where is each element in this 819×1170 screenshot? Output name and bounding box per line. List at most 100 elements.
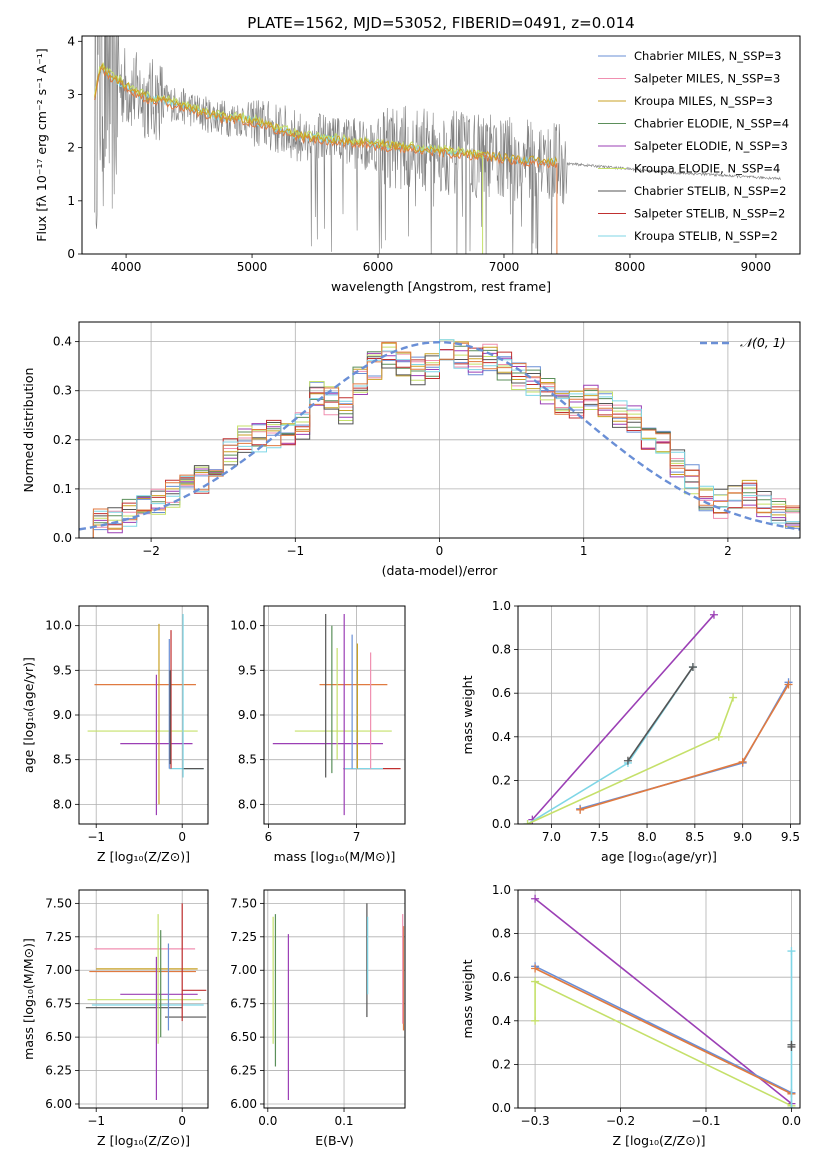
series-point [523,820,532,824]
panel-spectrum: 4000 5000 6000 7000 8000 9000 0 1 2 3 4 wavelength … [34,34,801,294]
y-tick-label: 3 [67,87,75,101]
y-tick-label: 7.00 [230,963,257,977]
axes-frame [78,889,209,1109]
series-line-orange [579,684,790,811]
x-tick-label: 1 [580,544,588,558]
y-tick-label: 0.8 [492,927,511,941]
y-tick-label: 1.0 [492,599,511,613]
series-point [531,894,540,903]
series-line-c0 [534,965,792,1094]
x-axis-label: Z [log₁₀(Z/Z⊙)] [97,1133,190,1148]
axes-frame [78,321,801,539]
series-point [787,1042,796,1051]
legend: 𝒩(0, 1) [700,335,786,350]
y-tick-label: 0.3 [53,384,72,398]
series-line-orange [534,967,792,1095]
y-tick-label: 7.25 [230,930,257,944]
y-tick-label: 9.0 [238,708,257,722]
series-point [623,756,632,765]
y-tick-label: 0 [67,247,75,261]
x-tick-label: 0.0 [258,1114,277,1128]
x-tick-label: −1 [286,544,304,558]
y-tick-label: 7.50 [45,896,72,910]
series-point [688,663,697,672]
x-tick-label: 0.1 [334,1114,353,1128]
axes-frame [517,889,801,1109]
gaussian-curve [79,340,800,531]
x-tick-label: 6000 [363,260,394,274]
plot-area [85,903,207,1100]
y-tick-label: 8.0 [53,797,72,811]
x-tick-label: −0.1 [691,1114,720,1128]
series-point [784,680,793,689]
y-tick-label: 9.0 [53,708,72,722]
axes-frame [78,605,209,825]
y-tick-label: 6.00 [45,1097,72,1111]
x-tick-label: 0 [178,1114,186,1128]
x-tick-label: 8000 [615,260,646,274]
x-tick-label: 9000 [741,260,772,274]
y-axis-label: mass weight [460,675,475,754]
y-tick-label: 8.0 [238,797,257,811]
legend-entry: Kroupa MILES, N_SSP=3 [634,94,773,108]
y-tick-label: 0.6 [492,970,511,984]
y-tick-label: 7.25 [45,930,72,944]
x-tick-label: 7.5 [590,830,609,844]
panel-mass-weight-vs-age: 7.0 7.5 8.0 8.5 9.0 9.5 0.0 0.2 0.4 0.6 0.8 1.0 age … [460,599,801,864]
series-line-c4 [534,898,792,1105]
plot-area [531,894,796,1108]
y-tick-label: 10.0 [45,619,72,633]
series-point [738,757,747,766]
series-point [729,693,738,702]
legend-entry: Chabrier STELIB, N_SSP=2 [634,184,786,198]
residual-histogram-orange [79,341,800,538]
panel-mass-vs-Z: −1 0 6.00 6.25 6.50 6.75 7.00 7.25 7.50 Z [log₁₀(… [21,889,209,1148]
x-axis-label: Z [log₁₀(Z/Z⊙)] [97,849,190,864]
y-tick-label: 0.2 [492,1057,511,1071]
x-tick-label: 8.0 [638,830,657,844]
y-tick-label: 4 [67,34,75,48]
plot-area [272,903,405,1100]
y-tick-label: 6.75 [230,997,257,1011]
legend-entry: Salpeter STELIB, N_SSP=2 [634,207,785,221]
y-tick-label: 0.0 [53,531,72,545]
x-tick-label: −0.2 [606,1114,635,1128]
x-tick-label: 0.0 [782,1114,801,1128]
x-tick-label: 2 [724,544,732,558]
y-tick-label: 0.4 [492,1014,511,1028]
legend-entry: 𝒩(0, 1) [740,335,786,350]
model-spectrum-c2 [94,62,558,166]
x-tick-label: 7 [353,830,361,844]
legend-entry: Kroupa STELIB, N_SSP=2 [634,229,778,243]
series-line-c6 [627,666,694,762]
axes-frame [517,605,801,825]
legend-entry: Salpeter MILES, N_SSP=3 [634,72,780,86]
y-tick-label: 0.6 [492,686,511,700]
x-tick-label: −1 [87,1114,105,1128]
x-tick-label: −1 [87,830,105,844]
y-axis-label: Normed distribution [21,368,36,493]
x-tick-label: 7000 [489,260,520,274]
panel-age-vs-mass: 6 7 8.0 8.5 9.0 9.5 10.0 mass [log₁₀(M/M⊙)] [230,605,406,864]
panel-age-vs-Z: −1 0 8.0 8.5 9.0 9.5 10.0 Z [log₁₀(Z/Z⊙)] age [l… [21,605,209,864]
legend-entry: Salpeter ELODIE, N_SSP=3 [634,139,788,153]
plot-area [523,610,793,824]
y-tick-label: 9.5 [238,663,257,677]
legend-entry: Kroupa ELODIE, N_SSP=4 [634,162,780,176]
y-axis-label: mass [log₁₀(M/M⊙)] [21,938,36,1060]
x-tick-label: 5000 [237,260,268,274]
x-axis-label: Z [log₁₀(Z/Z⊙)] [613,1133,706,1148]
plot-area [272,614,401,816]
y-tick-label: 6.25 [45,1064,72,1078]
y-tick-label: 8.5 [238,753,257,767]
x-tick-label: 9.0 [733,830,752,844]
y-tick-label: 6.25 [230,1064,257,1078]
y-tick-label: 7.50 [230,896,257,910]
x-axis-label: age [log₁₀(age/yr)] [601,849,717,864]
y-tick-label: 0.2 [53,433,72,447]
y-tick-label: 8.5 [53,753,72,767]
residual-histogram-c8 [79,339,800,538]
y-tick-label: 0.2 [492,773,511,787]
series-point [709,610,718,619]
